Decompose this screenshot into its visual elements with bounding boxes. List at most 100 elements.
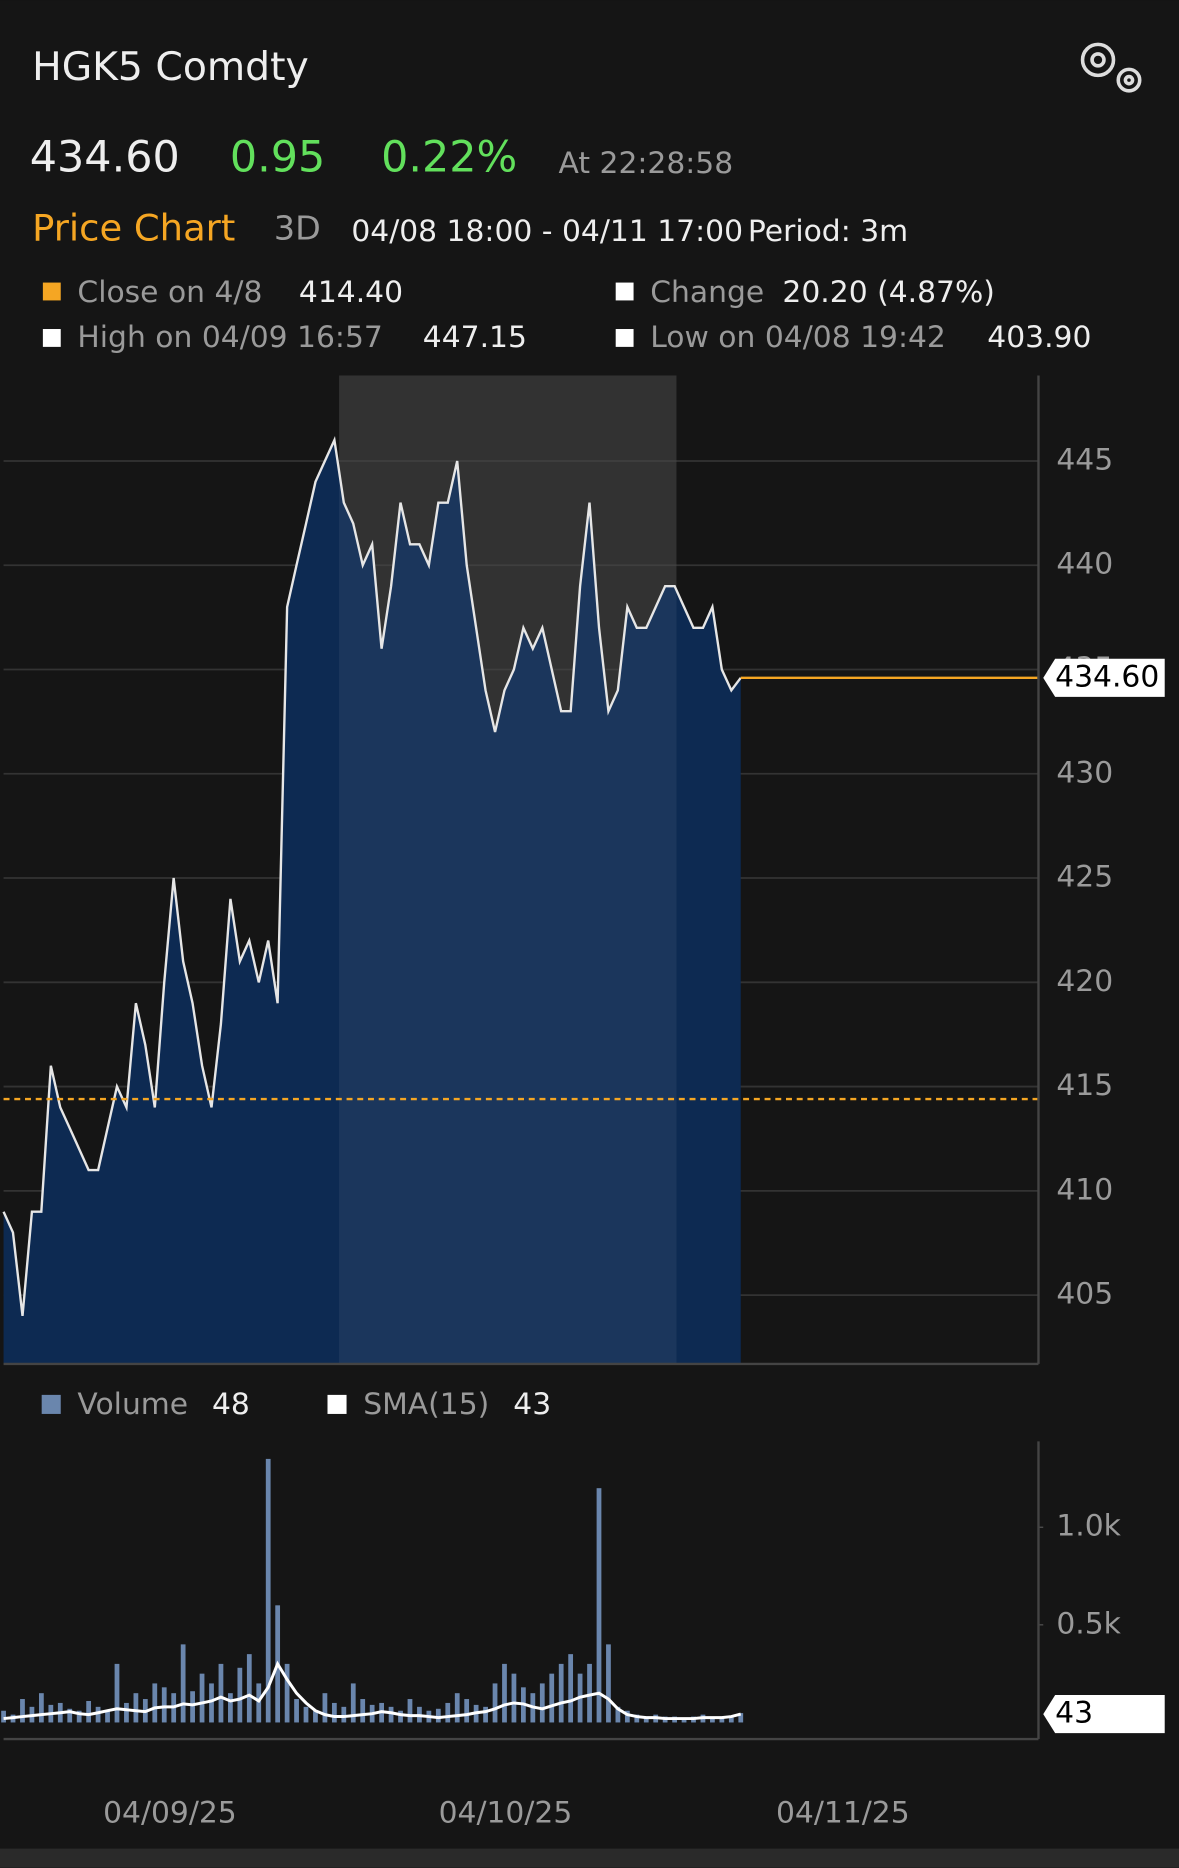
- legend-value: 43: [513, 1387, 551, 1422]
- x-tick-label: 04/09/25: [103, 1796, 237, 1831]
- volume-bar: [105, 1710, 110, 1723]
- volume-bar: [710, 1716, 715, 1723]
- legend-value: 447.15: [423, 320, 527, 355]
- volume-bar: [209, 1683, 214, 1723]
- sma-label: 43: [1055, 1696, 1093, 1731]
- volume-bar: [246, 1654, 252, 1723]
- volume-bar: [190, 1691, 195, 1723]
- volume-bar: [568, 1654, 574, 1723]
- price-area: [3, 440, 741, 1364]
- volume-bar: [161, 1687, 167, 1723]
- volume-bar: [237, 1667, 243, 1723]
- volume-bar: [719, 1716, 725, 1723]
- volume-bar: [738, 1713, 744, 1723]
- period: Period: 3m: [748, 214, 908, 249]
- volume-bar: [313, 1710, 318, 1723]
- legend-swatch: [42, 282, 61, 301]
- volume-bar: [615, 1706, 621, 1723]
- y-tick-label: 420: [1056, 964, 1113, 999]
- legend-swatch: [42, 329, 61, 347]
- volume-bar: [492, 1683, 498, 1723]
- legend-swatch: [615, 329, 634, 347]
- volume-bar: [199, 1673, 205, 1723]
- volume-bar: [558, 1663, 564, 1723]
- volume-bar: [133, 1693, 139, 1723]
- pct-change: 0.22%: [381, 132, 517, 182]
- volume-bar: [360, 1699, 366, 1723]
- volume-bar: [407, 1699, 413, 1723]
- legend-swatch: [41, 1394, 61, 1414]
- volume-bar: [322, 1693, 328, 1723]
- y-tick-label: 405: [1056, 1277, 1113, 1312]
- volume-bar: [265, 1458, 271, 1723]
- volume-bar: [511, 1673, 517, 1723]
- volume-bar: [331, 1702, 337, 1723]
- volume-bar: [549, 1673, 555, 1723]
- volume-bar: [20, 1699, 25, 1723]
- volume-bar: [445, 1702, 451, 1723]
- volume-bar: [284, 1663, 290, 1723]
- volume-bar: [596, 1488, 602, 1723]
- last-price-label: 434.60: [1055, 659, 1159, 694]
- price-line: [2, 435, 742, 1317]
- volume-bar: [114, 1663, 120, 1723]
- volume-bar: [643, 1716, 649, 1723]
- volume-bar: [502, 1663, 507, 1723]
- legend-value: 403.90: [987, 320, 1091, 355]
- volume-bar: [1, 1710, 6, 1723]
- volume-bar: [218, 1663, 224, 1723]
- y-tick-label: 410: [1056, 1172, 1113, 1207]
- volume-bar: [464, 1699, 470, 1723]
- sma-line: [3, 1660, 742, 1721]
- volume-bar: [388, 1706, 394, 1723]
- x-tick-label: 04/11/25: [776, 1796, 910, 1831]
- y-tick-label: 415: [1056, 1068, 1113, 1103]
- legend-swatch: [615, 282, 634, 301]
- legend-value: 414.40: [299, 275, 403, 310]
- volume-bar: [294, 1699, 299, 1723]
- volume-bar: [483, 1706, 488, 1723]
- legend-label: Low on 04/08 19:42: [650, 320, 946, 355]
- last-price-box: [1043, 658, 1165, 697]
- volume-bar: [95, 1706, 101, 1723]
- legend-value: 48: [212, 1387, 250, 1422]
- chart-name[interactable]: Price Chart: [32, 207, 235, 250]
- volume-bar: [398, 1710, 403, 1723]
- legend-label: High on 04/09 16:57: [77, 320, 382, 355]
- y-tick-label: 440: [1056, 547, 1113, 582]
- volume-bar: [624, 1710, 630, 1723]
- y-tick-label: 445: [1056, 442, 1113, 477]
- session-shade-overlay: [339, 375, 677, 1364]
- y-tick-label: 430: [1056, 755, 1113, 790]
- volume-bar: [634, 1714, 640, 1723]
- ticker: HGK5 Comdty: [32, 45, 309, 90]
- volume-bar: [76, 1710, 82, 1723]
- volume-bar: [728, 1717, 734, 1723]
- last-price: 434.60: [30, 132, 180, 182]
- volume-bar: [86, 1700, 92, 1723]
- legend-swatch: [327, 1394, 347, 1414]
- volume-bar: [180, 1644, 186, 1723]
- y-tick-label: 1.0k: [1056, 1509, 1121, 1544]
- legend-label: Volume: [77, 1387, 188, 1422]
- volume-bar: [152, 1683, 158, 1723]
- volume-bar: [228, 1693, 233, 1723]
- volume-bar: [38, 1693, 44, 1723]
- update-time: At 22:28:58: [559, 146, 734, 181]
- volume-bar: [341, 1706, 347, 1723]
- legend-label: Close on 4/8: [77, 275, 262, 310]
- legend-value: 20.20 (4.87%): [782, 275, 994, 310]
- y-tick-label: 0.5k: [1056, 1606, 1121, 1641]
- legend-label: SMA(15): [363, 1387, 489, 1422]
- volume-bar: [606, 1644, 611, 1723]
- volume-bar: [303, 1706, 309, 1723]
- volume-bar: [539, 1683, 545, 1723]
- settings-icon[interactable]: [1080, 42, 1142, 93]
- x-tick-label: 04/10/25: [439, 1796, 573, 1831]
- legend-label: Change: [650, 275, 764, 310]
- net-change: 0.95: [230, 132, 325, 182]
- volume-bar: [350, 1683, 356, 1723]
- range[interactable]: 3D: [274, 209, 321, 248]
